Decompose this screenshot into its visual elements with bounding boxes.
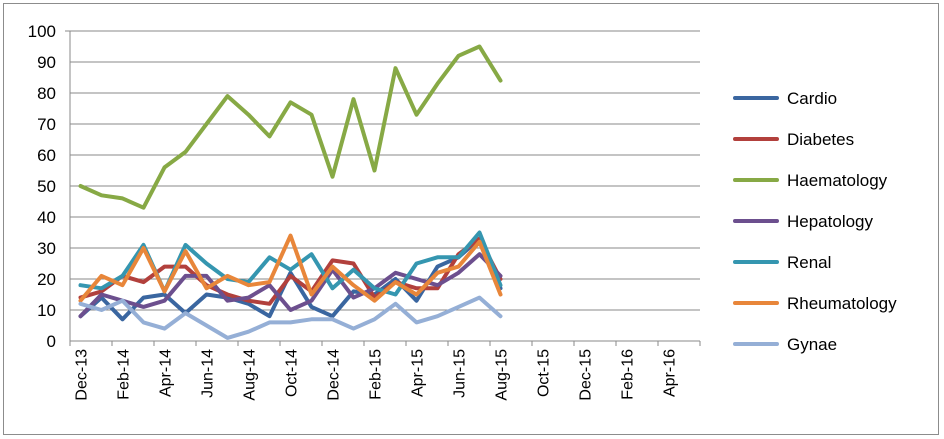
x-tick-label: Jun-15 — [452, 349, 469, 398]
x-tick-label: Feb-15 — [368, 349, 385, 400]
x-tick-label: Apr-16 — [662, 349, 679, 397]
x-tick-label: Feb-16 — [620, 349, 637, 400]
legend-label-diabetes: Diabetes — [787, 130, 854, 149]
gridlines — [70, 30, 700, 311]
y-tick-label: 10 — [37, 301, 56, 320]
y-tick-label: 80 — [37, 84, 56, 103]
series-line-hepatology — [78, 252, 503, 319]
x-tick-label: Dec-14 — [326, 349, 343, 401]
y-tick-label: 0 — [47, 332, 56, 351]
series-line-rheumatology — [78, 233, 503, 303]
legend-label-hepatology: Hepatology — [787, 212, 874, 231]
chart-frame — [3, 3, 939, 435]
x-tick-label: Apr-14 — [158, 349, 175, 397]
y-tick-label: 70 — [37, 115, 56, 134]
x-tick-label: Oct-15 — [536, 349, 553, 397]
series-line-haematology — [78, 44, 503, 210]
legend-label-haematology: Haematology — [787, 171, 888, 190]
series-line-diabetes — [78, 236, 503, 306]
legend-label-cardio: Cardio — [787, 89, 837, 108]
y-tick-label: 90 — [37, 53, 56, 72]
x-tick-label: Oct-14 — [284, 349, 301, 397]
x-axis-tick-labels: Dec-13 Feb-14 Apr-14 Jun-14 Aug-14 Oct-14 Dec-… — [74, 349, 679, 401]
x-tick-label: Dec-13 — [74, 349, 91, 401]
series-lines — [78, 44, 503, 340]
legend: Cardio Diabetes Haematology Hepatology Renal… — [733, 89, 897, 354]
x-tick-label: Jun-14 — [200, 349, 217, 398]
y-axis-tick-labels: 0 10 20 30 40 50 60 70 80 90 100 — [28, 22, 56, 351]
axes — [65, 30, 701, 346]
x-tick-label: Aug-14 — [242, 349, 259, 401]
y-tick-label: 60 — [37, 146, 56, 165]
legend-label-gynae: Gynae — [787, 335, 837, 354]
legend-label-renal: Renal — [787, 253, 831, 272]
y-tick-label: 100 — [28, 22, 56, 41]
x-tick-label: Aug-15 — [494, 349, 511, 401]
y-tick-label: 50 — [37, 177, 56, 196]
y-tick-label: 30 — [37, 239, 56, 258]
x-tick-label: Feb-14 — [116, 349, 133, 400]
y-tick-label: 40 — [37, 208, 56, 227]
legend-label-rheumatology: Rheumatology — [787, 294, 897, 313]
x-tick-label: Dec-15 — [578, 349, 595, 401]
y-tick-label: 20 — [37, 270, 56, 289]
series-line-gynae — [78, 295, 503, 340]
x-tick-label: Apr-15 — [410, 349, 427, 397]
